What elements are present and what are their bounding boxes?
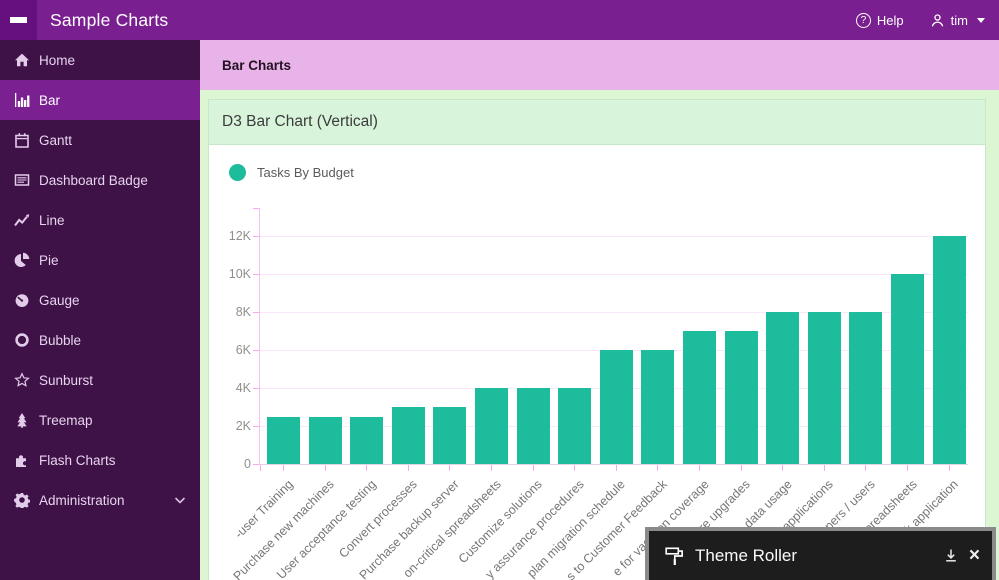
help-icon: ? (855, 12, 871, 28)
theme-roller-panel: Theme Roller × (645, 527, 996, 580)
sidebar-item-label: Flash Charts (39, 452, 116, 468)
sidebar-item-gauge[interactable]: Gauge (0, 280, 200, 320)
help-button[interactable]: ? Help (855, 12, 904, 28)
legend-swatch (229, 164, 246, 181)
sidebar-item-flash-charts[interactable]: Flash Charts (0, 440, 200, 480)
bar-chart-icon (14, 92, 30, 108)
chart-panel-header: D3 Bar Chart (Vertical) (209, 100, 985, 145)
sidebar-item-bubble[interactable]: Bubble (0, 320, 200, 360)
bar[interactable] (683, 331, 716, 464)
home-icon (14, 52, 30, 68)
sidebar-item-label: Sunburst (39, 372, 94, 388)
bar[interactable] (350, 416, 384, 464)
sidebar-item-treemap[interactable]: Treemap (0, 400, 200, 440)
hamburger-menu-button[interactable] (0, 0, 37, 40)
sidebar-item-label: Bubble (39, 332, 82, 348)
sidebar-item-label: Home (39, 52, 76, 68)
bar[interactable] (308, 416, 342, 464)
sidebar-item-label: Dashboard Badge (39, 172, 148, 188)
sidebar-item-label: Gauge (39, 292, 80, 308)
star-icon (14, 372, 30, 388)
topbar-actions: ? Help tim (855, 12, 999, 28)
page-header: Bar Charts (200, 40, 999, 90)
bar[interactable] (391, 407, 425, 464)
sidebar-item-dashboard-badge[interactable]: Dashboard Badge (0, 160, 200, 200)
sidebar-item-label: Bar (39, 92, 61, 108)
bar[interactable] (891, 274, 924, 464)
bar[interactable] (849, 312, 883, 464)
bar[interactable] (807, 312, 841, 464)
paint-roller-icon (664, 545, 686, 567)
download-icon[interactable] (943, 548, 959, 564)
sidebar-item-home[interactable]: Home (0, 40, 200, 80)
user-label: tim (950, 12, 968, 28)
chevron-down-icon (172, 492, 188, 508)
puzzle-icon (14, 452, 30, 468)
bar[interactable] (766, 312, 800, 464)
sidebar-item-bar[interactable]: Bar (0, 80, 200, 120)
close-icon[interactable]: × (968, 544, 980, 566)
bar[interactable] (516, 388, 550, 464)
theme-roller-actions: × (943, 544, 980, 566)
bar[interactable] (599, 350, 633, 464)
calendar-icon (14, 132, 30, 148)
sidebar: Home Bar Gantt Dashboard Badge Line Pie Gauge B… (0, 40, 200, 580)
line-chart-icon (14, 212, 30, 228)
theme-roller-title: Theme Roller (695, 545, 798, 565)
page-title: Bar Charts (222, 57, 292, 73)
help-label: Help (876, 12, 904, 28)
top-bar: Sample Charts ? Help tim (0, 0, 999, 40)
bar[interactable] (475, 388, 508, 464)
sidebar-item-label: Pie (39, 252, 59, 268)
sidebar-item-pie[interactable]: Pie (0, 240, 200, 280)
list-icon (14, 172, 30, 188)
pie-chart-icon (14, 252, 30, 268)
chart-panel-title: D3 Bar Chart (Vertical) (222, 113, 378, 130)
chart-panel: D3 Bar Chart (Vertical) (208, 99, 986, 580)
sidebar-item-sunburst[interactable]: Sunburst (0, 360, 200, 400)
gear-icon (14, 492, 30, 508)
sidebar-item-label: Administration (39, 492, 125, 508)
sidebar-item-label: Gantt (39, 132, 73, 148)
user-menu-button[interactable]: tim (930, 13, 985, 28)
sidebar-item-administration[interactable]: Administration (0, 480, 200, 520)
bar[interactable] (724, 331, 758, 464)
legend-label: Tasks By Budget (257, 165, 354, 180)
bar[interactable] (641, 350, 675, 464)
theme-roller-titlebar: Theme Roller × (649, 531, 992, 580)
bar[interactable] (267, 416, 300, 464)
bar[interactable] (558, 388, 592, 464)
caret-down-icon (977, 17, 985, 23)
bar[interactable] (433, 407, 467, 464)
hamburger-icon (10, 17, 27, 23)
user-icon (930, 13, 945, 28)
sidebar-item-label: Treemap (39, 412, 93, 428)
circle-icon (14, 332, 30, 348)
sidebar-item-gantt[interactable]: Gantt (0, 120, 200, 160)
legend-item[interactable]: Tasks By Budget (229, 164, 354, 181)
gauge-icon (14, 292, 30, 308)
app-title: Sample Charts (50, 9, 169, 30)
tree-icon (14, 412, 30, 428)
bar[interactable] (932, 236, 966, 464)
sidebar-item-line[interactable]: Line (0, 200, 200, 240)
sidebar-item-label: Line (39, 212, 65, 228)
